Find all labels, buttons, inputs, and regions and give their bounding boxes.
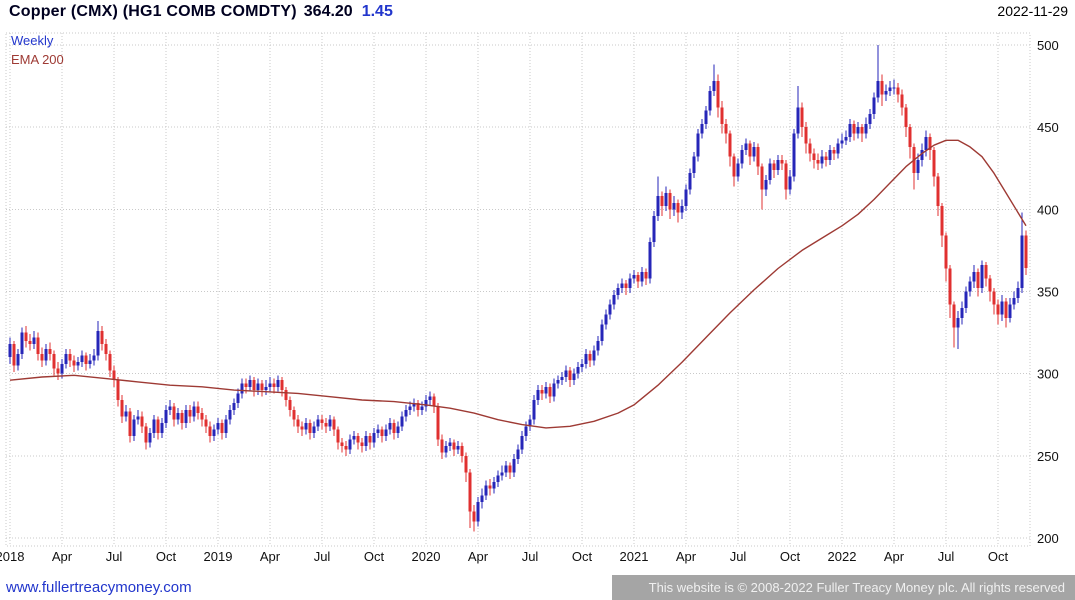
svg-text:2018: 2018 [0, 549, 24, 564]
svg-text:Oct: Oct [988, 549, 1009, 564]
svg-text:500: 500 [1037, 38, 1059, 53]
svg-text:250: 250 [1037, 449, 1059, 464]
svg-text:Oct: Oct [780, 549, 801, 564]
svg-text:Jul: Jul [938, 549, 955, 564]
svg-text:2019: 2019 [204, 549, 233, 564]
svg-text:Oct: Oct [572, 549, 593, 564]
chart-header: Copper (CMX) (HG1 COMB COMDTY) 364.20 1.… [9, 3, 1068, 21]
svg-text:Apr: Apr [468, 549, 489, 564]
svg-text:450: 450 [1037, 120, 1059, 135]
svg-text:Jul: Jul [730, 549, 747, 564]
svg-text:Jul: Jul [522, 549, 539, 564]
svg-text:400: 400 [1037, 202, 1059, 217]
svg-text:2022: 2022 [828, 549, 857, 564]
svg-text:350: 350 [1037, 285, 1059, 300]
svg-text:Oct: Oct [156, 549, 177, 564]
instrument-name: Copper (CMX) (HG1 COMB COMDTY) [9, 3, 297, 20]
svg-text:300: 300 [1037, 367, 1059, 382]
legend-weekly-label: Weekly [11, 33, 54, 48]
svg-text:Apr: Apr [52, 549, 73, 564]
chart-date: 2022-11-29 [997, 3, 1068, 19]
svg-text:Apr: Apr [260, 549, 281, 564]
svg-text:200: 200 [1037, 531, 1059, 546]
last-price: 364.20 [303, 3, 353, 20]
copyright-text: This website is © 2008-2022 Fuller Treac… [648, 580, 1065, 595]
svg-text:2020: 2020 [412, 549, 441, 564]
legend-ema200-label: EMA 200 [11, 52, 64, 67]
chart-legend: Weekly EMA 200 [11, 31, 64, 69]
price-change: 1.45 [361, 3, 393, 20]
svg-text:2021: 2021 [620, 549, 649, 564]
svg-text:Apr: Apr [884, 549, 905, 564]
svg-text:Jul: Jul [314, 549, 331, 564]
copyright-bar: This website is © 2008-2022 Fuller Treac… [612, 575, 1075, 600]
svg-text:Jul: Jul [106, 549, 123, 564]
svg-text:Apr: Apr [676, 549, 697, 564]
svg-text:Oct: Oct [364, 549, 385, 564]
site-link[interactable]: www.fullertreacymoney.com [6, 579, 192, 596]
